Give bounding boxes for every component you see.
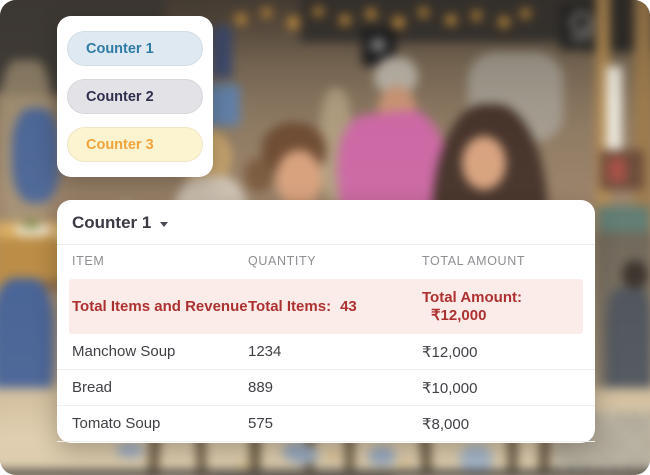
column-header-total-amount: TOTAL AMOUNT [422,254,526,268]
amount-cell: ₹8,000 [422,415,470,433]
counter-3-label: Counter 3 [86,136,154,153]
counter-2-button[interactable]: Counter 2 [67,79,203,114]
chevron-down-icon[interactable] [160,222,169,227]
summary-row: Total Items and Revenue Total Items: 43 T… [69,279,583,334]
quantity-cell: 889 [248,379,274,396]
counter-selector-panel: Counter 1 Counter 2 Counter 3 [57,16,213,177]
summary-quantity-value: 43 [340,298,357,315]
counter-1-button[interactable]: Counter 1 [67,31,203,66]
amount-cell: ₹12,000 [422,343,478,361]
report-card-header: Counter 1 [57,200,595,245]
item-cell: Tomato Soup [72,415,161,432]
item-cell: Manchow Soup [72,343,176,360]
column-header-quantity: QUANTITY [248,254,317,268]
counter-3-button[interactable]: Counter 3 [67,127,203,162]
counter-dropdown[interactable]: Counter 1 [72,213,152,232]
table-header-row: ITEM QUANTITY TOTAL AMOUNT [57,245,595,276]
table-row: Bread 889 ₹10,000 [57,370,595,406]
counter-2-label: Counter 2 [86,88,154,105]
quantity-cell: 575 [248,415,274,432]
summary-item-label: Total Items and Revenue [72,298,248,315]
quantity-cell: 1234 [248,343,282,360]
column-header-item: ITEM [72,254,105,268]
counter-report-card: Counter 1 ITEM QUANTITY TOTAL AMOUNT Tot… [57,200,595,443]
table-row: Tomato Soup 575 ₹8,000 [57,406,595,442]
summary-amount: Total Amount:₹12,000 [422,289,522,324]
counter-1-label: Counter 1 [86,40,154,57]
table-row: Manchow Soup 1234 ₹12,000 [57,334,595,370]
summary-amount-value: ₹12,000 [431,307,487,324]
summary-quantity: Total Items: 43 [248,298,357,315]
amount-cell: ₹10,000 [422,379,478,397]
item-cell: Bread [72,379,113,396]
